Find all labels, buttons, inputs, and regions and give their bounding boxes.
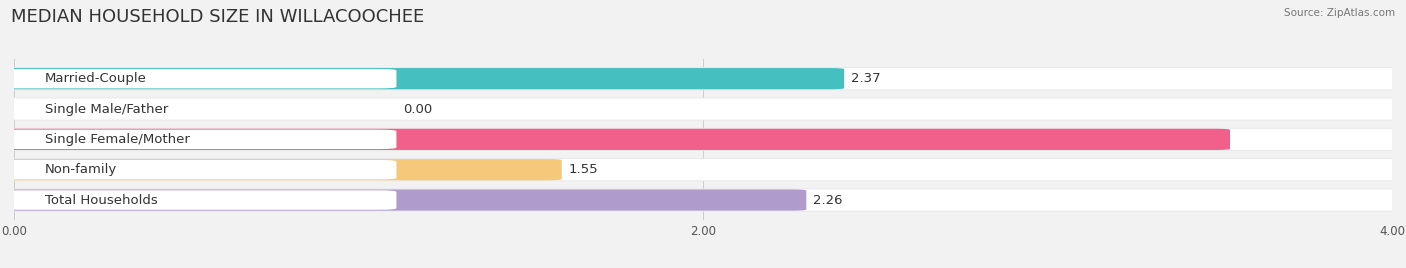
FancyBboxPatch shape: [0, 190, 396, 210]
FancyBboxPatch shape: [0, 128, 1406, 151]
Text: 0.00: 0.00: [404, 103, 433, 116]
FancyBboxPatch shape: [0, 189, 1406, 211]
Text: 2.37: 2.37: [851, 72, 880, 85]
FancyBboxPatch shape: [0, 159, 562, 180]
Text: 2.26: 2.26: [813, 193, 842, 207]
FancyBboxPatch shape: [0, 130, 396, 149]
Text: Married-Couple: Married-Couple: [45, 72, 148, 85]
Text: 3.49: 3.49: [1237, 133, 1267, 146]
Text: 1.55: 1.55: [568, 163, 599, 176]
FancyBboxPatch shape: [0, 160, 396, 179]
FancyBboxPatch shape: [0, 159, 1406, 180]
FancyBboxPatch shape: [0, 69, 396, 88]
Text: Source: ZipAtlas.com: Source: ZipAtlas.com: [1284, 8, 1395, 18]
FancyBboxPatch shape: [0, 68, 844, 89]
FancyBboxPatch shape: [0, 67, 1406, 90]
Text: Single Male/Father: Single Male/Father: [45, 103, 169, 116]
Text: Non-family: Non-family: [45, 163, 117, 176]
FancyBboxPatch shape: [0, 129, 1406, 150]
Text: Total Households: Total Households: [45, 193, 157, 207]
FancyBboxPatch shape: [0, 158, 1406, 181]
FancyBboxPatch shape: [0, 189, 806, 211]
Text: MEDIAN HOUSEHOLD SIZE IN WILLACOOCHEE: MEDIAN HOUSEHOLD SIZE IN WILLACOOCHEE: [11, 8, 425, 26]
FancyBboxPatch shape: [0, 68, 1406, 89]
FancyBboxPatch shape: [0, 98, 1406, 120]
FancyBboxPatch shape: [0, 188, 1406, 211]
FancyBboxPatch shape: [0, 98, 1406, 121]
FancyBboxPatch shape: [0, 99, 396, 119]
Text: Single Female/Mother: Single Female/Mother: [45, 133, 190, 146]
FancyBboxPatch shape: [0, 129, 1230, 150]
